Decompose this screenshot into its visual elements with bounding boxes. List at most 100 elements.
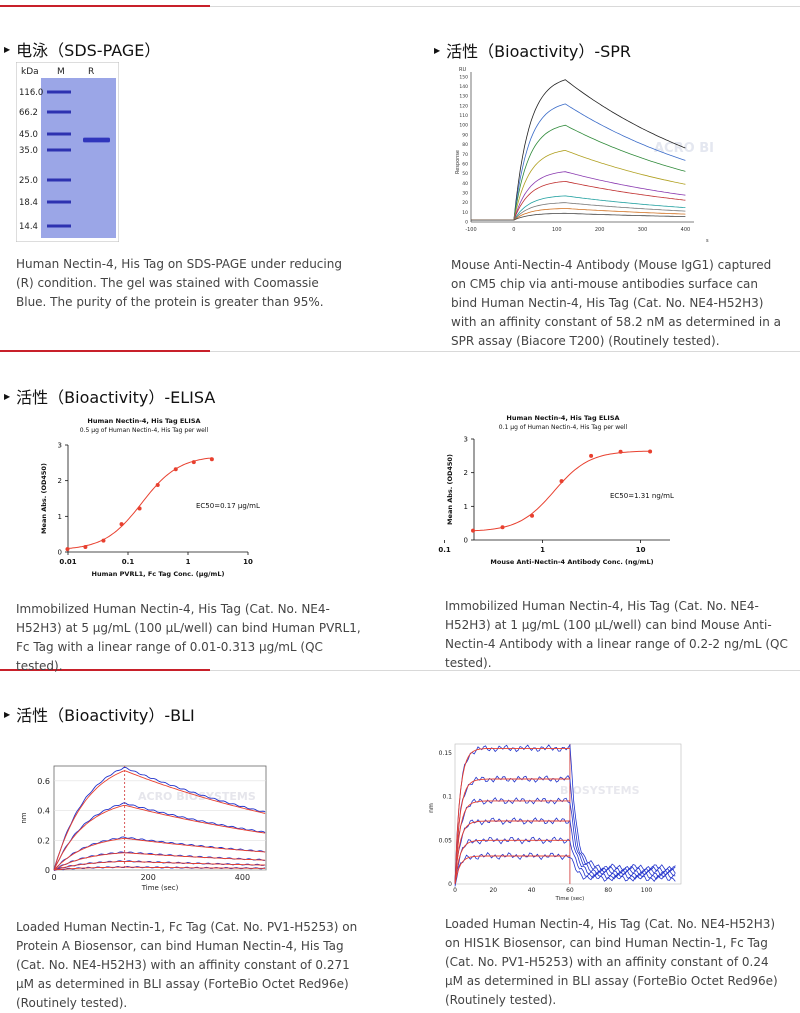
sds-page-caption: Human Nectin-4, His Tag on SDS-PAGE unde…: [16, 257, 342, 309]
y-axis-label: Mean Abs. (OD450): [446, 454, 454, 525]
bli-fit-curve: [454, 839, 570, 885]
bullet-icon: ▶: [4, 392, 11, 401]
bli-fit-curve: [454, 778, 570, 885]
spr-sensorgram-series: [471, 195, 686, 221]
gel-marker-band: [47, 200, 71, 204]
data-point: [83, 545, 88, 550]
section-divider: [0, 670, 800, 671]
y-tick-label: 3: [464, 436, 468, 444]
gel-marker-band: [47, 148, 71, 152]
x-tick-label: 10: [636, 546, 646, 554]
y-tick-label: 10: [462, 210, 468, 216]
x-axis-label: Time (sec): [141, 884, 179, 892]
y-tick-label: 0: [464, 537, 468, 545]
x-tick-label: 10: [243, 558, 253, 566]
data-point: [471, 528, 476, 533]
data-point: [500, 525, 505, 530]
gel-marker-label: 116.0: [19, 88, 43, 98]
bli-fit-curve: [53, 770, 266, 871]
y-axis-label: Response: [455, 150, 461, 174]
bli-fit-curve: [53, 852, 266, 871]
y-tick-label: 150: [459, 74, 468, 80]
y-tick-label: 1: [58, 513, 62, 521]
gel-marker-label: 35.0: [19, 146, 38, 156]
top-accent-line: [0, 5, 210, 7]
x-tick-label: 0: [453, 887, 457, 894]
data-point: [589, 453, 594, 458]
data-point: [65, 547, 70, 552]
y-tick-label: 1: [464, 503, 468, 511]
chart-title: Human Nectin-4, His Tag ELISA: [87, 417, 200, 425]
y-tick-label: 60: [462, 161, 468, 167]
bli-fit-curve: [454, 820, 570, 885]
y-tick-label: 30: [462, 190, 468, 196]
bli-title: ▶ 活性（Bioactivity）-BLI: [4, 706, 195, 725]
y-tick-label: 70: [462, 152, 468, 158]
data-point: [137, 506, 142, 511]
sample-band: [83, 138, 110, 142]
y-tick-label: 0.6: [37, 777, 50, 786]
gel-header-kda: kDa: [21, 67, 39, 77]
bli-raw-curve: [53, 766, 266, 871]
bli-caption-left: Loaded Human Nectin-1, Fc Tag (Cat. No. …: [16, 920, 358, 1010]
ec50-annotation: EC50=1.31 ng/mL: [610, 492, 674, 500]
y-tick-label: 0.05: [439, 837, 453, 844]
y-tick-label: 50: [462, 171, 468, 177]
y-unit-label: RU: [459, 67, 466, 73]
gel-marker-label: 14.4: [19, 222, 38, 232]
y-tick-label: 0.15: [439, 750, 453, 757]
section-accent-line: [0, 669, 210, 671]
spr-sensorgram-series: [471, 180, 686, 221]
elisa-chart-antibody: Human Nectin-4, His Tag ELISA 0.1 μg of H…: [438, 414, 674, 566]
bullet-icon: ▶: [4, 45, 11, 54]
x-tick-label: 200: [595, 227, 605, 233]
bli-fit-curve: [454, 747, 570, 885]
y-tick-label: 40: [462, 181, 468, 187]
x-tick-label: -100: [465, 227, 476, 233]
watermark: ACRO BIOSYSTEMS: [138, 790, 256, 803]
x-tick-label: 0: [51, 873, 56, 882]
y-tick-label: 20: [462, 200, 468, 206]
x-tick-label: 200: [141, 873, 156, 882]
y-axis-label: nm: [20, 812, 28, 823]
plot-frame: [454, 743, 682, 885]
gel-header-m: M: [57, 67, 65, 77]
gel-marker-band: [47, 224, 71, 228]
gel-header-r: R: [88, 67, 94, 77]
chart-subtitle: 0.1 μg of Human Nectin-4, His Tag per we…: [499, 424, 628, 431]
data-point: [155, 482, 160, 487]
y-tick-label: 0.1: [442, 794, 452, 801]
elisa-title: ▶ 活性（Bioactivity）-ELISA: [4, 388, 216, 407]
gel-marker-band: [47, 110, 71, 114]
y-tick-label: 140: [459, 84, 468, 90]
gel-marker-band: [47, 178, 71, 182]
bli-raw-curve: [53, 802, 266, 870]
sds-page-gel: kDa M R 116.0 66.2 45.0 35.0 25.0 18.4 14.4: [16, 62, 119, 242]
y-tick-label: 0.2: [37, 836, 50, 845]
top-divider: [0, 6, 800, 7]
bli-fit-curve: [53, 804, 266, 871]
y-tick-label: 120: [459, 103, 468, 109]
x-tick-label: 0: [512, 227, 515, 233]
watermark: ACRO BIOSYSTEMS: [654, 141, 714, 156]
x-tick-label: 0.1: [438, 546, 451, 554]
x-axis-label: s: [706, 238, 709, 244]
x-tick-label: 1: [186, 558, 191, 566]
bli-chart-his1k: BIOSYSTEMS 0 0.05 0.1 0.15 0 20 40 60 80 100 Time (…: [428, 743, 682, 902]
bli-fit-curve: [454, 855, 570, 885]
y-axis-label: Mean Abs. (OD450): [40, 463, 48, 534]
bli-fit-curve: [53, 860, 266, 871]
watermark: BIOSYSTEMS: [560, 784, 640, 797]
spr-sensorgram-series: [471, 212, 686, 221]
ec50-annotation: EC50=0.17 μg/mL: [196, 502, 260, 510]
gel-marker-label: 45.0: [19, 130, 38, 140]
x-tick-label: 300: [638, 227, 648, 233]
bli-fit-curve: [53, 866, 266, 871]
y-tick-label: 2: [58, 477, 62, 485]
y-axis-label: nm: [428, 803, 435, 813]
section-divider: [0, 351, 800, 352]
bli-fit-curve: [454, 800, 570, 885]
gel-marker-label: 66.2: [19, 108, 38, 118]
y-tick-label: 3: [58, 442, 62, 450]
x-tick-label: 100: [552, 227, 562, 233]
